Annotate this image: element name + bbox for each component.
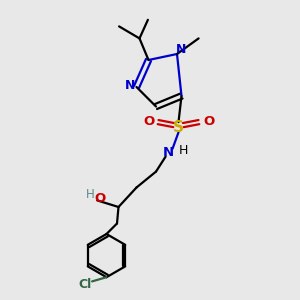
Text: N: N <box>125 79 136 92</box>
Text: H: H <box>178 143 188 157</box>
Text: O: O <box>203 115 214 128</box>
Text: N: N <box>176 43 186 56</box>
Text: S: S <box>173 120 184 135</box>
Text: O: O <box>143 115 154 128</box>
Text: O: O <box>94 192 105 206</box>
Text: N: N <box>162 146 174 159</box>
Text: H: H <box>85 188 94 201</box>
Text: Cl: Cl <box>79 278 92 291</box>
